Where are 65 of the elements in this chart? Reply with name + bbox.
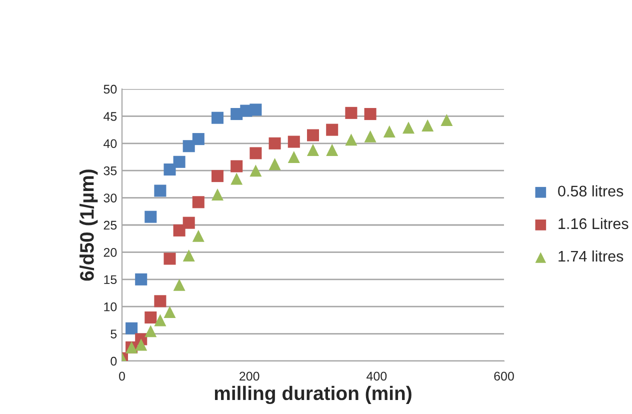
y-axis-title: 6/d50 (1/µm) <box>80 170 98 281</box>
point <box>211 170 224 182</box>
y-tick-label: 35 <box>104 166 117 176</box>
point <box>164 306 176 318</box>
point <box>268 158 281 170</box>
point <box>383 125 396 138</box>
point <box>326 124 338 136</box>
point <box>154 184 166 197</box>
point <box>182 140 195 152</box>
point <box>182 249 195 262</box>
point <box>173 156 186 168</box>
point <box>211 112 224 124</box>
point <box>192 133 204 146</box>
y-tick-label: 5 <box>110 330 117 338</box>
x-tick-label: 0 <box>119 372 125 381</box>
point <box>230 172 243 185</box>
y-tick-label: 10 <box>104 302 117 312</box>
point <box>144 210 157 223</box>
point <box>135 338 148 351</box>
point <box>440 114 453 126</box>
legend-label: 1.74 litres <box>558 250 624 262</box>
point <box>192 230 204 242</box>
point <box>250 104 262 116</box>
x-axis-title: milling duration (min) <box>214 386 412 404</box>
point <box>135 273 148 286</box>
point <box>364 130 376 142</box>
point <box>288 150 300 164</box>
point <box>288 136 300 148</box>
point <box>192 196 204 208</box>
point <box>154 295 166 308</box>
legend-label: 1.16 Litres <box>558 218 628 230</box>
point <box>144 311 157 324</box>
point <box>345 134 358 146</box>
point <box>402 122 415 134</box>
point <box>422 119 434 132</box>
point <box>164 252 176 265</box>
point <box>126 322 138 334</box>
point <box>250 147 262 160</box>
point <box>326 144 338 156</box>
point <box>364 108 376 120</box>
y-tick-label: 20 <box>104 248 117 257</box>
point <box>306 129 320 142</box>
point <box>173 224 186 236</box>
x-tick-label: 600 <box>494 372 514 381</box>
y-tick-label: 25 <box>104 220 117 230</box>
point <box>230 160 243 172</box>
legend-label: 0.58 litres <box>558 185 624 197</box>
point <box>211 188 224 201</box>
point <box>154 314 166 326</box>
point <box>173 278 186 291</box>
point <box>182 216 195 229</box>
point <box>144 325 157 338</box>
y-tick-label: 0 <box>110 356 117 366</box>
point <box>345 106 358 119</box>
y-tick-label: 45 <box>104 112 117 121</box>
point <box>268 137 281 150</box>
x-tick-label: 400 <box>366 372 387 381</box>
y-tick-label: 15 <box>104 275 117 284</box>
y-tick-label: 30 <box>104 194 117 202</box>
point <box>250 164 262 177</box>
y-tick-label: 40 <box>104 139 117 148</box>
y-tick-label: 50 <box>104 84 117 94</box>
point <box>164 164 176 176</box>
point <box>306 144 320 156</box>
x-tick-label: 200 <box>240 372 260 381</box>
